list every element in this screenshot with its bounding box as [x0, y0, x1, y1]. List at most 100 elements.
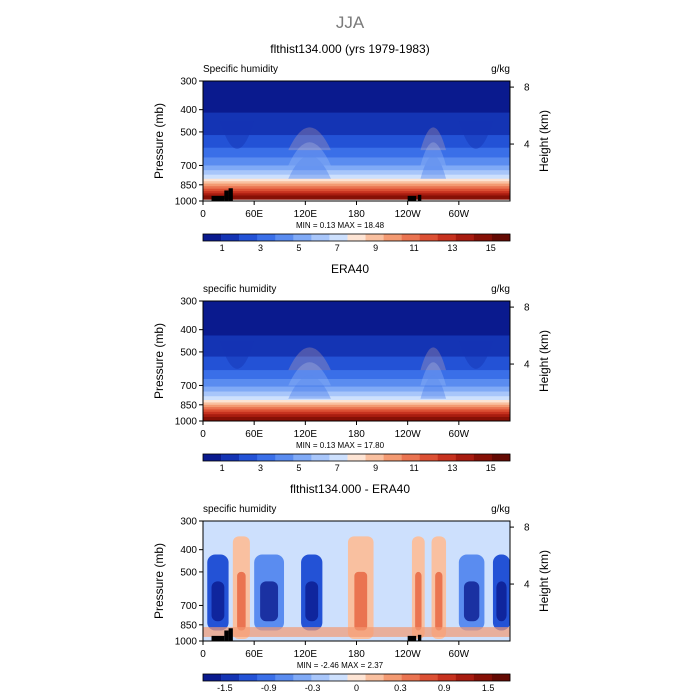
colorbar-label: 5	[296, 463, 301, 473]
topography-mask	[228, 188, 233, 201]
colorbar-cell	[293, 234, 312, 241]
x-tick-label: 60W	[449, 209, 470, 220]
y-axis-label: Pressure (mb)	[152, 543, 166, 619]
dry-tongue	[220, 341, 255, 369]
chart-units-label: g/kg	[491, 284, 510, 295]
colorbar-label: 7	[335, 243, 340, 253]
topography-mask	[211, 635, 225, 641]
min-max-stats: MIN = 0.13 MAX = 17.80	[296, 441, 385, 450]
y-tick-label: 400	[180, 325, 197, 336]
colorbar-cell	[473, 674, 493, 681]
colorbar-cell	[257, 234, 276, 241]
colorbar-cell	[221, 234, 240, 241]
humidity-band	[203, 402, 510, 406]
dry-bias-core	[305, 581, 319, 622]
min-max-stats: MIN = 0.13 MAX = 18.48	[296, 221, 385, 230]
moist-plume	[420, 155, 447, 179]
min-max-stats: MIN = -2.46 MAX = 2.37	[297, 661, 384, 670]
colorbar-label: -0.9	[261, 683, 277, 693]
humidity-band	[203, 165, 510, 171]
colorbar-cell	[365, 234, 384, 241]
y-tick-label: 500	[180, 567, 197, 578]
y-tick-label: 1000	[175, 197, 198, 208]
y-tick-label: 400	[180, 545, 197, 556]
humidity-band	[203, 195, 510, 200]
dry-tongue	[458, 341, 493, 369]
colorbar-cell	[329, 454, 348, 461]
page-title: JJA	[336, 13, 365, 32]
colorbar-label: 3	[258, 463, 263, 473]
humidity-band	[203, 170, 510, 176]
topography-mask	[417, 194, 422, 201]
y-axis-label: Pressure (mb)	[152, 323, 166, 399]
y-tick-label: 700	[180, 161, 197, 172]
x-tick-label: 120W	[395, 209, 422, 220]
colorbar-label: 0.3	[394, 683, 407, 693]
humidity-band	[203, 370, 510, 380]
colorbar-label: 0.9	[438, 683, 451, 693]
humidity-band	[203, 407, 510, 410]
dry-bias-core	[260, 581, 279, 622]
x-tick-label: 0	[200, 209, 206, 220]
colorbar-cell	[221, 454, 240, 461]
moist-plume	[288, 347, 331, 371]
colorbar-cell	[239, 234, 258, 241]
right-tick-label: 8	[524, 523, 530, 534]
colorbar-label: 13	[447, 463, 457, 473]
y-tick-label: 850	[180, 400, 197, 411]
humidity-band	[203, 193, 510, 196]
colorbar-cell	[491, 454, 511, 461]
right-tick-label: 8	[524, 303, 530, 314]
topography-mask	[211, 195, 225, 201]
moist-plume	[288, 155, 331, 179]
chart-field-label: specific humidity	[203, 504, 276, 515]
moist-bias-core	[237, 571, 246, 631]
humidity-band	[203, 391, 510, 397]
colorbar-cell	[257, 454, 276, 461]
colorbar-cell	[383, 454, 402, 461]
colorbar-label: 15	[486, 463, 496, 473]
colorbar-cell	[311, 234, 330, 241]
colorbar-cell	[293, 674, 312, 681]
colorbar-frame	[202, 233, 511, 242]
humidity-band	[203, 416, 510, 421]
colorbar: 1 3 5 7 9 11 13 15	[202, 233, 511, 253]
topography-mask	[228, 628, 233, 641]
heatmap-field	[203, 81, 510, 201]
x-tick-label: 120E	[294, 429, 318, 440]
topography-mask	[407, 635, 417, 641]
moist-plume	[420, 375, 447, 399]
humidity-band	[203, 386, 510, 393]
humidity-band	[203, 404, 510, 408]
humidity-band	[203, 135, 510, 149]
humidity-band	[203, 399, 510, 403]
heatmap-field	[203, 301, 510, 421]
humidity-band	[203, 335, 510, 358]
colorbar-label: 0	[354, 683, 359, 693]
moist-plume	[420, 362, 447, 386]
right-axis-label: Height (km)	[537, 550, 551, 612]
humidity-band	[203, 191, 510, 194]
topography-mask	[224, 630, 229, 641]
colorbar-cell	[401, 674, 421, 681]
moist-bias-core	[354, 571, 368, 631]
y-tick-label: 300	[180, 297, 197, 308]
chart-field-label: Specific humidity	[203, 64, 278, 75]
dry-bias-core	[496, 581, 507, 622]
colorbar-label: 1.5	[482, 683, 495, 693]
humidity-band	[203, 414, 510, 418]
colorbar-cell	[347, 674, 366, 681]
chart-units-label: g/kg	[491, 504, 510, 515]
colorbar-cell	[203, 674, 222, 681]
y-tick-label: 300	[180, 517, 197, 528]
moist-plume	[288, 375, 331, 399]
colorbar-label: 11	[409, 463, 418, 473]
x-tick-label: 180	[348, 649, 365, 660]
moist-plume	[288, 142, 331, 166]
chart-title: flthist134.000 (yrs 1979-1983)	[270, 42, 429, 56]
colorbar-label: -0.3	[305, 683, 321, 693]
right-axis-label: Height (km)	[537, 330, 551, 392]
x-tick-label: 60E	[245, 209, 263, 220]
humidity-band	[203, 157, 510, 166]
colorbar-label: 15	[486, 243, 496, 253]
